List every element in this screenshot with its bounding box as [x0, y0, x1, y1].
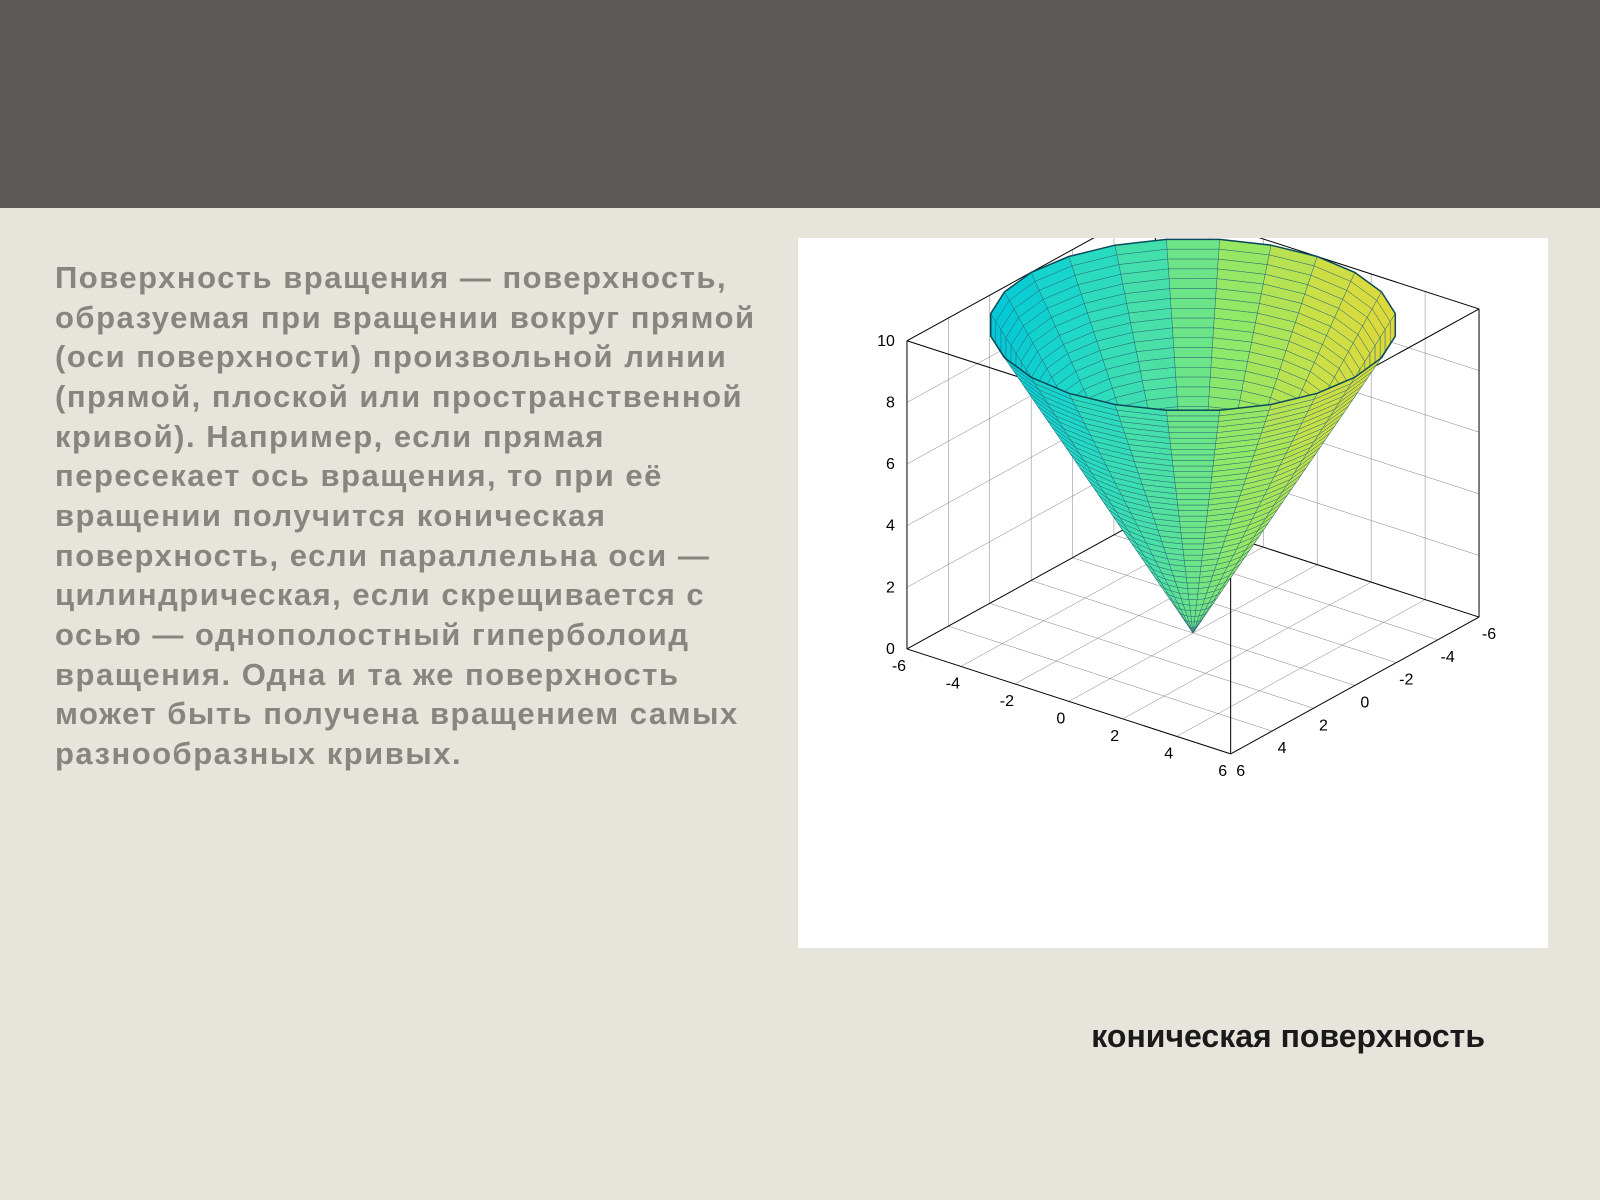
header-bar	[0, 0, 1600, 208]
text-column: Поверхность вращения — поверхность, обра…	[55, 248, 760, 1055]
svg-text:-6: -6	[1481, 626, 1495, 643]
svg-text:2: 2	[886, 579, 895, 596]
svg-text:4: 4	[1277, 740, 1286, 757]
svg-text:6: 6	[886, 456, 895, 473]
svg-text:-6: -6	[891, 658, 905, 675]
content-area: Поверхность вращения — поверхность, обра…	[0, 208, 1600, 1085]
svg-text:6: 6	[1236, 763, 1245, 780]
svg-text:10: 10	[877, 333, 895, 350]
body-paragraph: Поверхность вращения — поверхность, обра…	[55, 258, 760, 774]
svg-text:8: 8	[886, 394, 895, 411]
svg-text:6: 6	[1218, 763, 1227, 780]
svg-text:4: 4	[1164, 745, 1173, 762]
chart-column: 0 2 4 6 8 10 -6 -4 -2 0 2 4 6 -6 -4 -2 0 2 4 6 коническая п…	[790, 248, 1555, 1055]
svg-text:2: 2	[1318, 717, 1327, 734]
svg-text:-4: -4	[945, 675, 959, 692]
svg-text:0: 0	[1056, 710, 1065, 727]
svg-text:-2: -2	[1399, 672, 1413, 689]
svg-text:4: 4	[886, 518, 895, 535]
cone-surface-plot: 0 2 4 6 8 10 -6 -4 -2 0 2 4 6 -6 -4 -2 0 2 4 6	[798, 238, 1548, 948]
svg-text:0: 0	[886, 641, 895, 658]
svg-text:0: 0	[1360, 694, 1369, 711]
svg-text:2: 2	[1110, 728, 1119, 745]
chart-caption: коническая поверхность	[1091, 1018, 1485, 1055]
svg-text:-2: -2	[999, 693, 1013, 710]
svg-text:-4: -4	[1440, 649, 1454, 666]
